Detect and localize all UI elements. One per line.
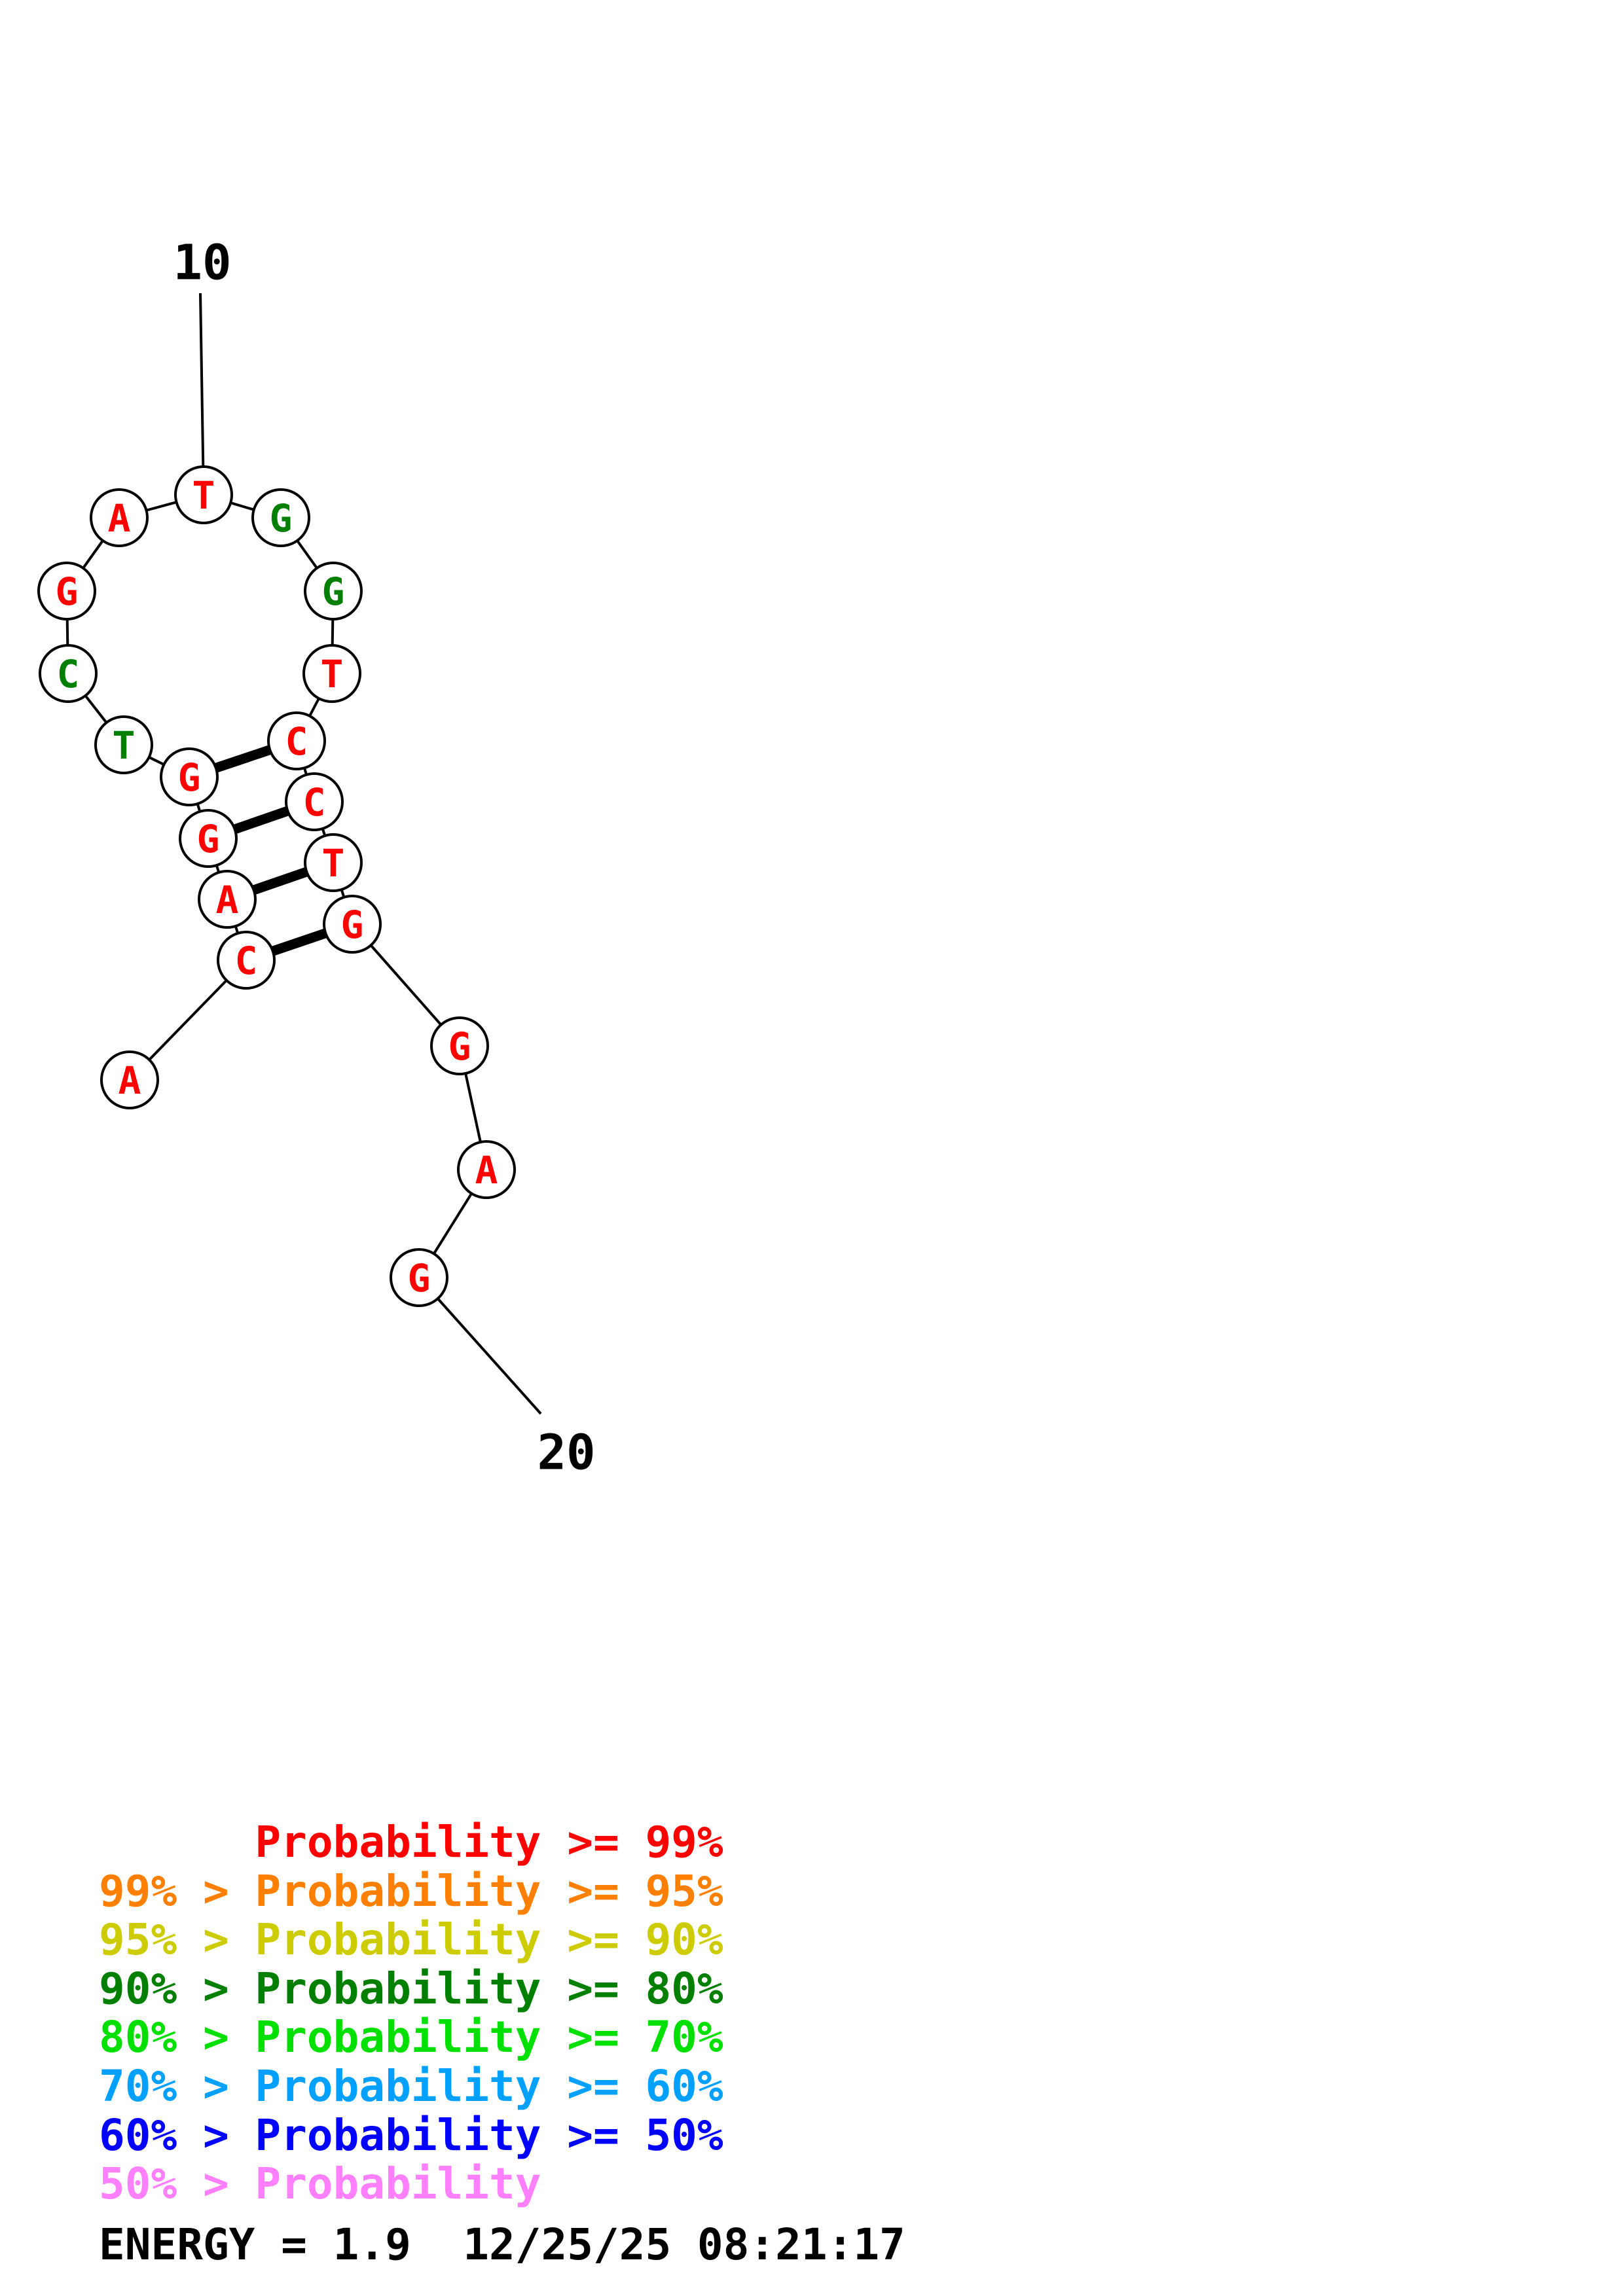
nucleotide-base-12: G xyxy=(322,569,345,614)
nucleotide-base-9: A xyxy=(108,496,131,541)
nucleotide-circle-10 xyxy=(174,465,233,524)
nucleotide-base-20: G xyxy=(408,1256,431,1300)
nucleotide-base-16: T xyxy=(322,841,345,886)
nucleotide-circle-17 xyxy=(323,895,382,954)
nucleotide-circle-5 xyxy=(160,747,219,806)
nucleotide-base-15: C xyxy=(303,780,326,825)
nucleotide-base-19: A xyxy=(475,1148,498,1193)
legend-line: 50% > Probability xyxy=(99,2159,541,2210)
nucleotide-circle-19 xyxy=(457,1140,516,1199)
position-tick-line xyxy=(418,1276,542,1415)
nucleotide-circle-1 xyxy=(100,1050,159,1109)
nucleotide-base-13: T xyxy=(321,652,344,696)
legend-line: Probability >= 99% xyxy=(99,1817,723,1867)
nucleotide-base-1: A xyxy=(119,1058,141,1103)
nucleotide-base-4: G xyxy=(197,817,220,861)
probability-legend: Probability >= 99% 99% > Probability >= 9… xyxy=(99,1818,723,2209)
legend-line: 60% > Probability >= 50% xyxy=(99,2109,723,2161)
position-tick-line xyxy=(199,293,205,495)
nucleotide-circle-6 xyxy=(94,715,153,774)
nucleotide-circle-18 xyxy=(430,1016,489,1075)
nucleotide-base-8: G xyxy=(56,569,79,614)
position-label-20: 20 xyxy=(537,1425,595,1481)
nucleotide-circle-20 xyxy=(390,1248,448,1307)
nucleotide-circle-16 xyxy=(304,833,363,892)
nucleotide-circle-11 xyxy=(251,488,310,547)
position-label-10: 10 xyxy=(173,235,231,291)
nucleotide-circle-9 xyxy=(90,488,149,547)
nucleotide-circle-13 xyxy=(302,644,361,703)
nucleotide-base-5: G xyxy=(178,755,201,800)
nucleotide-circle-14 xyxy=(267,711,326,770)
nucleotide-base-2: C xyxy=(235,939,258,983)
nucleotide-circle-8 xyxy=(37,562,96,620)
legend-line: 90% > Probability >= 80% xyxy=(99,1963,723,2014)
nucleotide-base-11: G xyxy=(270,496,293,541)
energy-caption: ENERGY = 1.9 12/25/25 08:21:17 xyxy=(99,2219,905,2270)
nucleotide-base-14: C xyxy=(285,719,308,764)
nucleotide-circle-3 xyxy=(198,870,257,929)
nucleotide-circle-15 xyxy=(285,772,344,831)
nucleotide-base-18: G xyxy=(448,1024,471,1069)
legend-line: 70% > Probability >= 60% xyxy=(99,2060,723,2111)
nucleotide-base-3: A xyxy=(216,878,239,922)
nucleotide-base-10: T xyxy=(192,473,215,518)
nucleotide-base-17: G xyxy=(341,903,364,947)
nucleotide-base-7: C xyxy=(57,652,80,696)
nucleotide-circle-7 xyxy=(39,644,98,703)
nucleotide-circle-4 xyxy=(179,809,238,868)
nucleotide-circle-12 xyxy=(304,562,363,620)
legend-line: 99% > Probability >= 95% xyxy=(99,1865,723,1916)
nucleotide-base-6: T xyxy=(113,723,136,768)
nucleotide-circle-2 xyxy=(217,931,276,990)
legend-line: 80% > Probability >= 70% xyxy=(99,2012,723,2063)
legend-line: 95% > Probability >= 90% xyxy=(99,1914,723,1965)
